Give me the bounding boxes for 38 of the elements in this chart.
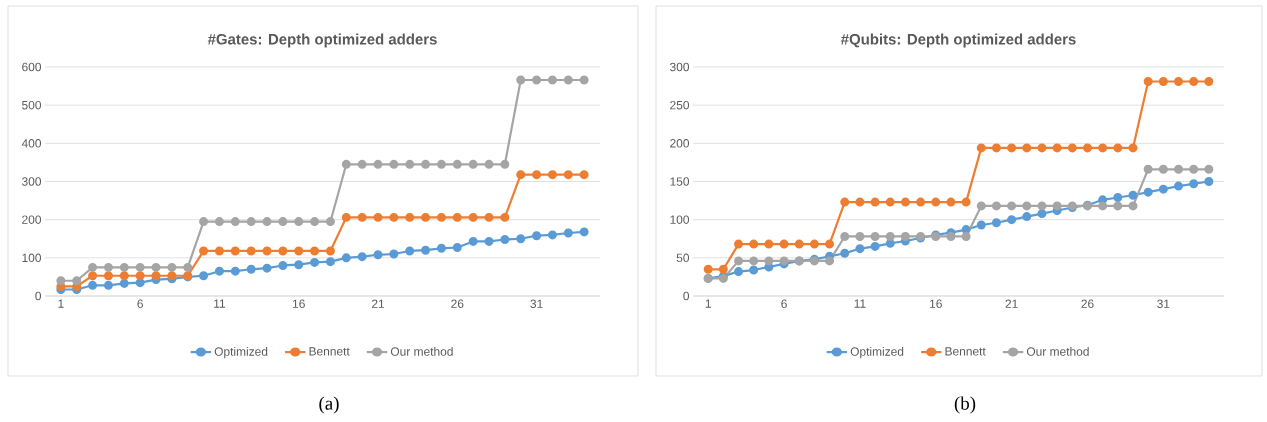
- x-tick-label: 1: [58, 299, 64, 308]
- text: (b): [954, 396, 976, 414]
- text: (a): [319, 396, 339, 414]
- y-tick-label: 0: [683, 291, 690, 301]
- x-tick-label: 6: [137, 299, 143, 308]
- legend-label: Our method: [1026, 347, 1089, 356]
- x-tick-label: 16: [292, 299, 305, 308]
- y-tick-label: 500: [22, 100, 42, 110]
- legend-label: Optimized: [214, 347, 268, 359]
- x-tick-label: 21: [371, 299, 385, 308]
- x-tick-label: 31: [530, 299, 543, 308]
- y-tick-label: 100: [670, 215, 690, 224]
- legend-label: Our method: [390, 347, 453, 356]
- y-tick-label: 100: [22, 253, 42, 263]
- x-tick-label: 11: [214, 299, 226, 308]
- y-tick-label: 400: [21, 139, 42, 148]
- x-tick-label: 6: [781, 299, 787, 308]
- y-tick-label: 300: [670, 62, 690, 72]
- legend-label: Bennett: [309, 347, 350, 356]
- chart-title: #Qubits: Depth optimized adders: [841, 33, 1076, 48]
- y-tick-label: 200: [22, 215, 42, 224]
- x-tick-label: 11: [854, 299, 866, 308]
- y-tick-label: 0: [35, 291, 42, 301]
- x-tick-label: 16: [930, 299, 942, 308]
- x-tick-label: 26: [451, 299, 464, 308]
- x-tick-label: 31: [1157, 299, 1170, 308]
- y-tick-label: 600: [22, 62, 42, 72]
- legend-label: Bennett: [945, 347, 986, 356]
- x-tick-label: 21: [1005, 299, 1018, 308]
- y-tick-label: 200: [670, 139, 690, 148]
- y-tick-label: 50: [676, 253, 690, 263]
- x-tick-label: 1: [705, 299, 711, 308]
- y-tick-label: 150: [670, 177, 690, 186]
- legend-label: Optimized: [850, 347, 904, 359]
- y-tick-label: 250: [670, 100, 690, 110]
- x-tick-label: 26: [1081, 299, 1094, 308]
- y-tick-label: 300: [21, 177, 42, 186]
- chart-title: #Gates: Depth optimized adders: [207, 33, 437, 48]
